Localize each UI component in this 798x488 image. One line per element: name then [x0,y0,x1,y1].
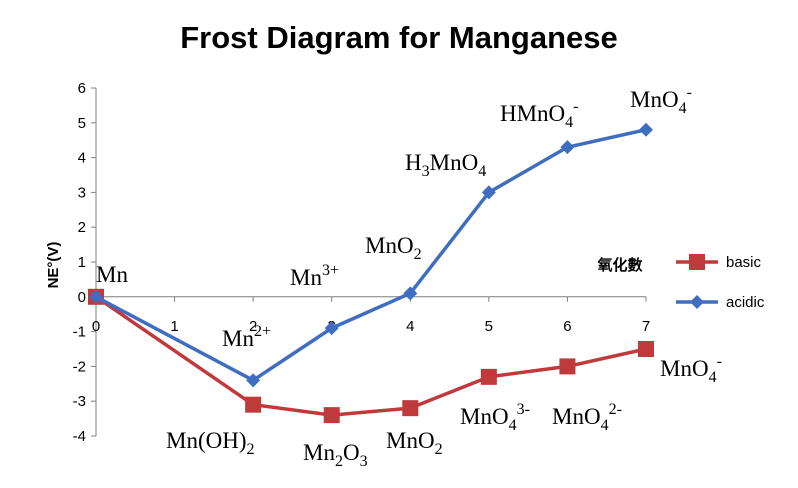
legend-label-basic: basic [726,254,762,271]
x-tick-label: 1 [170,318,178,335]
species-label: Mn [96,262,128,287]
x-axis-label: 氧化數 [596,256,642,274]
y-tick-label: 2 [78,219,86,236]
chart-title: Frost Diagram for Manganese [180,20,618,55]
point-acidic [560,140,575,155]
legend-label-acidic: acidic [726,294,765,311]
point-acidic [89,289,103,304]
species-label: MnO42- [552,401,622,434]
legend-marker-acidic [690,295,704,309]
y-tick-label: 1 [78,254,86,271]
species-label: H3MnO4 [405,150,486,180]
legend-marker-basic [689,254,705,270]
point-acidic [481,185,496,200]
point-basic [638,341,654,357]
series-line-basic [95,295,647,417]
y-tick-label: -4 [73,428,86,445]
point-acidic [639,122,653,137]
point-basic [402,400,419,417]
point-basic [480,368,497,385]
y-axis-label: NE°(V) [45,242,62,289]
x-tick-label: 2 [249,318,257,335]
species-label: HMnO4- [500,98,579,131]
species-labels-group: Mn(OH)2 Mn2O3 MnO2 MnO43- MnO42- MnO4- Mn Mn2+ M… [96,84,722,470]
point-acidic [246,373,261,388]
species-label: MnO4- [660,353,722,386]
y-tick-label: 5 [78,115,86,132]
point-basic [559,358,576,375]
x-tick-label: 5 [485,318,493,335]
y-tick-label: -1 [73,324,86,341]
species-label: MnO4- [630,84,692,117]
x-tick-label: 0 [92,318,100,335]
x-tick-label: 7 [642,318,650,335]
series-group [88,122,654,424]
point-basic [323,407,340,424]
species-label: MnO2 [365,233,422,263]
y-tick-label: 6 [78,80,86,97]
species-label: Mn2O3 [303,440,368,470]
point-basic [245,396,262,413]
species-label: Mn2+ [222,323,271,351]
species-label: MnO43- [460,401,530,434]
x-tick-label: 4 [406,318,414,335]
legend: basic acidic [676,254,765,311]
y-tick-label: -3 [73,393,86,410]
y-tick-label: 0 [78,289,86,306]
y-tick-label: 3 [78,184,86,201]
y-tick-label: 4 [78,150,86,167]
y-tick-label: -2 [73,358,86,375]
species-label: MnO2 [386,428,443,458]
x-tick-label: 6 [563,318,571,335]
point-acidic [403,286,418,301]
species-label: Mn(OH)2 [166,428,255,458]
species-label: Mn3+ [290,262,339,290]
point-acidic [324,321,339,336]
